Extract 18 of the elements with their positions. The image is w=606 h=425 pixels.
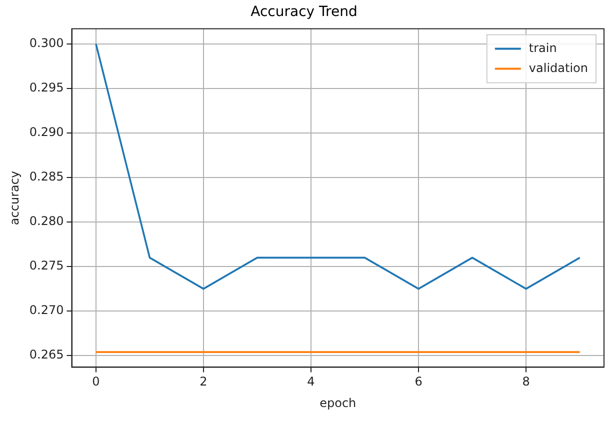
- y-axis-title: accuracy: [7, 170, 22, 226]
- y-tick-label: 0.280: [29, 214, 64, 228]
- x-tick-label: 2: [200, 374, 208, 389]
- y-tick-label: 0.285: [29, 170, 64, 184]
- x-tick-label: 4: [307, 374, 315, 389]
- y-tick-label: 0.300: [29, 36, 64, 50]
- x-tick-label: 0: [92, 374, 100, 389]
- legend-label: validation: [528, 60, 588, 75]
- x-tick-label: 8: [522, 374, 530, 389]
- chart-title: Accuracy Trend: [250, 4, 358, 20]
- legend-label: train: [528, 40, 557, 55]
- y-tick-label: 0.290: [29, 125, 64, 140]
- y-tick-label: 0.275: [29, 258, 64, 273]
- y-tick-label: 0.295: [29, 80, 64, 95]
- y-tick-label: 0.265: [29, 348, 64, 362]
- x-tick-label: 6: [414, 374, 422, 389]
- x-axis-title: epoch: [320, 396, 356, 410]
- y-tick-label: 0.270: [29, 303, 64, 318]
